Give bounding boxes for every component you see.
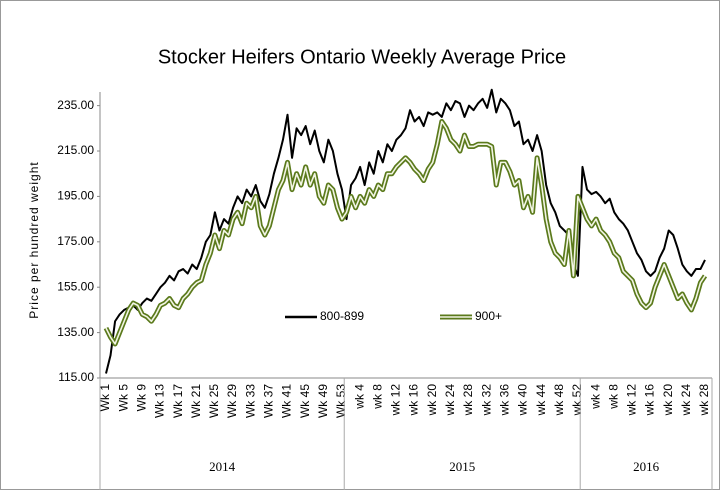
x-tick-label: wk 28 [461,384,475,417]
x-tick-label: wk 20 [661,384,675,417]
x-tick-label: wk 40 [516,384,530,417]
x-tick-label: Wk 45 [298,384,312,418]
y-tick-label: 155.00 [57,279,94,293]
x-tick-label: wk 24 [443,384,457,417]
y-axis-label: Price per hundred weight [27,161,41,318]
x-tick-label: wk 16 [407,384,421,417]
x-tick-label: Wk 25 [207,384,221,418]
x-tick-label: wk 16 [643,384,657,417]
x-tick-label: wk 4 [588,384,602,410]
year-label: 2015 [449,459,475,474]
series-line-inner [105,120,706,345]
y-tick-label: 215.00 [57,143,94,157]
x-tick-label: wk 36 [498,384,512,417]
x-tick-label: Wk 33 [243,384,257,418]
x-tick-label: Wk 21 [189,384,203,418]
x-tick-label: wk 52 [570,384,584,417]
x-tick-label: Wk 13 [153,384,167,418]
x-tick-label: wk 24 [679,384,693,417]
x-tick-label: Wk 17 [171,384,185,418]
chart-title: Stocker Heifers Ontario Weekly Average P… [158,46,566,68]
y-tick-label: 235.00 [57,98,94,112]
x-tick-label: Wk 41 [280,384,294,418]
legend-label: 900+ [475,309,502,323]
x-tick-label: Wk 1 [98,384,112,412]
x-tick-label: wk 8 [370,384,384,410]
x-tick-label: wk 48 [552,384,566,417]
x-tick-label: wk 8 [606,384,620,410]
y-tick-label: 115.00 [58,370,94,384]
y-tick-label: 135.00 [57,325,94,339]
x-tick-label: wk 44 [534,384,548,417]
x-tick-label: Wk 49 [316,384,330,418]
y-tick-label: 175.00 [57,234,94,248]
x-tick-label: wk 12 [625,384,639,417]
series-line [105,88,706,374]
x-tick-label: Wk 37 [262,384,276,418]
x-tick-label: Wk 9 [134,384,148,412]
x-tick-label: wk 4 [352,384,366,410]
x-tick-label: wk 20 [425,384,439,417]
legend-label: 800-899 [320,309,364,323]
x-tick-label: Wk 53 [334,384,348,418]
y-tick-label: 195.00 [57,189,94,203]
x-tick-label: wk 12 [389,384,403,417]
x-tick-label: wk 32 [479,384,493,417]
x-tick-label: wk 28 [697,384,711,417]
year-label: 2014 [209,459,236,474]
year-label: 2016 [633,459,660,474]
x-tick-label: Wk 5 [116,384,130,412]
x-tick-label: Wk 29 [225,384,239,418]
